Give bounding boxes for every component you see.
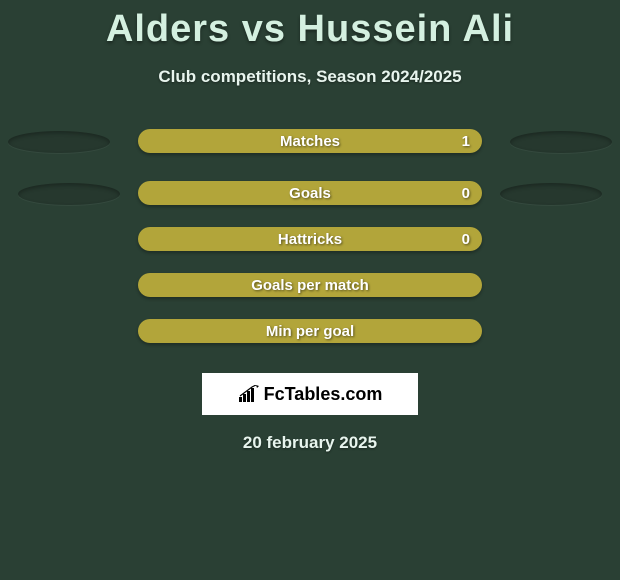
stat-bar-goals: Goals 0 xyxy=(138,181,482,205)
stat-label: Goals per match xyxy=(251,277,369,294)
stat-value: 0 xyxy=(462,185,470,202)
page-title: Alders vs Hussein Ali xyxy=(0,0,620,51)
player-left-shadow xyxy=(18,183,120,205)
stat-bar-goals-per-match: Goals per match xyxy=(138,273,482,297)
stat-bar-matches: Matches 1 xyxy=(138,129,482,153)
date-label: 20 february 2025 xyxy=(0,433,620,453)
player-right-shadow xyxy=(510,131,612,153)
stat-row: Goals 0 xyxy=(0,181,620,227)
logo: FcTables.com xyxy=(238,384,383,405)
stat-label: Matches xyxy=(280,133,340,150)
stat-label: Goals xyxy=(289,185,331,202)
stat-bar-hattricks: Hattricks 0 xyxy=(138,227,482,251)
player-right-shadow xyxy=(500,183,602,205)
stat-label: Min per goal xyxy=(266,323,354,340)
stat-row: Goals per match xyxy=(0,273,620,319)
stat-value: 1 xyxy=(462,133,470,150)
subtitle: Club competitions, Season 2024/2025 xyxy=(0,67,620,87)
stat-bar-min-per-goal: Min per goal xyxy=(138,319,482,343)
player-left-shadow xyxy=(8,131,110,153)
logo-text: FcTables.com xyxy=(264,384,383,405)
stat-value: 0 xyxy=(462,231,470,248)
logo-box[interactable]: FcTables.com xyxy=(202,373,418,415)
stat-row: Hattricks 0 xyxy=(0,227,620,273)
stat-label: Hattricks xyxy=(278,231,342,248)
stat-row: Matches 1 xyxy=(0,129,620,175)
stat-row: Min per goal xyxy=(0,319,620,365)
chart-icon xyxy=(238,385,260,403)
stats-container: Matches 1 Goals 0 Hattricks 0 Goals per … xyxy=(0,129,620,365)
